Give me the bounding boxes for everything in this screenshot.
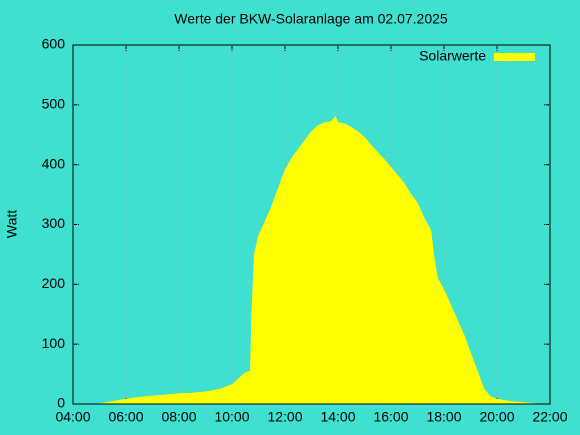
x-tick-label: 12:00 [267,409,302,425]
x-tick-label: 10:00 [214,409,249,425]
y-tick-label: 200 [42,275,66,291]
legend-label: Solarwerte [419,48,486,64]
y-tick-label: 500 [42,96,66,112]
legend-swatch [494,53,535,61]
chart-title: Werte der BKW-Solaranlage am 02.07.2025 [174,11,448,27]
x-tick-label: 16:00 [373,409,408,425]
y-tick-label: 600 [42,36,66,52]
y-tick-label: 100 [42,335,66,351]
y-tick-label: 0 [57,395,65,411]
x-tick-label: 18:00 [426,409,461,425]
plot-frame [72,44,551,405]
y-axis-label: Watt [4,210,20,238]
y-tick-label: 400 [42,155,66,171]
x-tick-label: 06:00 [108,409,143,425]
x-tick-label: 20:00 [479,409,514,425]
x-tick-label: 22:00 [532,409,567,425]
x-tick-label: 08:00 [161,409,196,425]
x-tick-label: 04:00 [55,409,90,425]
y-tick-label: 300 [42,215,66,231]
x-tick-label: 14:00 [320,409,355,425]
area [99,115,537,405]
